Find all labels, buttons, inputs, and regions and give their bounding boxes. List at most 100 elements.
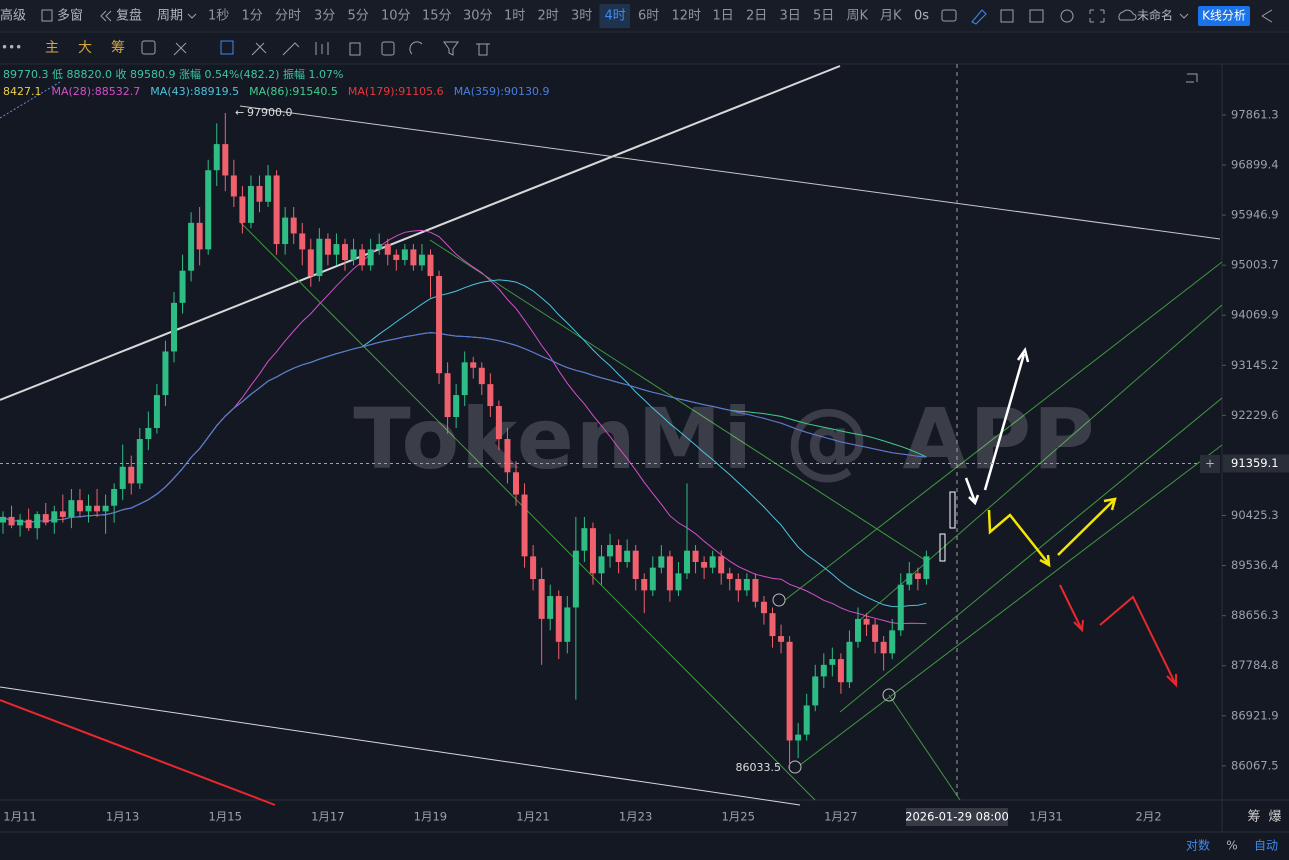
anchor-point [772, 593, 786, 607]
candle-body [598, 556, 605, 574]
add-icon[interactable]: + [1205, 457, 1215, 471]
tool-icon[interactable] [282, 42, 300, 56]
candle-body [538, 578, 545, 619]
candle-body [316, 238, 323, 277]
tool-icon[interactable] [173, 42, 187, 56]
cloud-icon[interactable] [1118, 9, 1137, 21]
candle-body [333, 244, 340, 255]
candle-body [487, 384, 494, 407]
candle-body [68, 500, 75, 517]
more-icon[interactable]: ••• [1, 41, 22, 55]
period-item[interactable]: 3分 [314, 9, 335, 24]
candle-body [188, 222, 195, 271]
period-item[interactable]: 1时 [504, 9, 525, 24]
candle-body [59, 511, 66, 517]
period-item[interactable]: 1分 [242, 9, 263, 24]
percent-toggle[interactable]: % [1226, 839, 1237, 853]
toolbar-item[interactable]: 复盘 [116, 8, 142, 24]
candle-body [615, 545, 622, 562]
analysis-button-label[interactable]: K线分析 [1202, 9, 1246, 23]
arrow [987, 509, 1051, 568]
tool-icon[interactable] [220, 40, 234, 55]
arrow [983, 347, 1030, 491]
crosshair-time: 2026-01-29 08:00 [905, 810, 1009, 824]
tool-icon[interactable] [443, 41, 459, 56]
period-item[interactable]: 3日 [780, 9, 801, 24]
fullscreen-icon[interactable] [1089, 9, 1105, 23]
icon[interactable] [1000, 9, 1014, 23]
candle-body [119, 466, 126, 489]
x-tick-label: 1月15 [208, 810, 241, 824]
candle-body [495, 406, 502, 440]
indicator-toggle[interactable]: 大 [78, 40, 92, 56]
period-item[interactable]: 30分 [463, 9, 493, 24]
x-tick-label: 1月21 [516, 810, 549, 824]
y-tick-label: 95946.9 [1231, 208, 1279, 222]
window-icon [41, 9, 53, 22]
tool-icon[interactable] [141, 40, 156, 55]
tool-icon[interactable] [381, 41, 395, 56]
log-toggle[interactable]: 对数 [1186, 838, 1210, 853]
pen-icon[interactable] [971, 9, 987, 25]
add-button[interactable] [1200, 455, 1220, 473]
candle-body [743, 578, 750, 591]
tool-icon[interactable] [315, 42, 329, 55]
candle-body [102, 505, 109, 512]
period-item[interactable]: 1日 [713, 9, 734, 24]
period-item[interactable]: 2时 [538, 9, 559, 24]
period-item[interactable]: 12时 [672, 9, 702, 24]
ma-legend: 8427.1 [3, 85, 42, 98]
toolbar-item[interactable]: 多窗 [57, 8, 83, 24]
indicator-toggle[interactable]: 主 [45, 40, 59, 56]
toolbar-item[interactable]: 高级 [0, 8, 26, 24]
candle-body [376, 244, 383, 250]
auto-toggle[interactable]: 自动 [1254, 839, 1278, 853]
tool-icon[interactable] [251, 42, 267, 56]
candle-body [470, 362, 477, 368]
expand-icon[interactable] [1186, 73, 1198, 83]
period-item[interactable]: 2日 [746, 9, 767, 24]
timer[interactable]: 0s [914, 9, 929, 24]
period-item[interactable]: 5分 [348, 9, 369, 24]
tool-icon[interactable] [476, 43, 490, 56]
side-label: 爆 [1268, 810, 1281, 825]
candle-body [872, 624, 879, 642]
tool-icon[interactable] [409, 41, 423, 55]
layout-name[interactable]: 未命名 [1137, 8, 1173, 23]
period-item[interactable]: 4时 [605, 9, 626, 24]
period-item[interactable]: 6时 [638, 9, 659, 24]
tool-icon[interactable] [349, 42, 361, 56]
candle-body [76, 500, 83, 512]
analysis-button[interactable] [1198, 6, 1250, 26]
candle-body [25, 519, 32, 529]
channel-line [839, 397, 1223, 713]
candle-body [530, 556, 537, 579]
period-item[interactable]: 3时 [571, 9, 592, 24]
candle-body [880, 641, 887, 654]
candle-body [8, 516, 15, 526]
candle-body [290, 217, 297, 234]
icon[interactable] [1029, 9, 1044, 23]
candle-body [889, 630, 896, 654]
period-item[interactable]: 15分 [422, 9, 452, 24]
period-item[interactable]: 1秒 [208, 9, 229, 24]
period-item[interactable]: 月K [880, 9, 902, 24]
candle-body [513, 472, 519, 495]
candle-body [829, 659, 836, 665]
toolbar-item[interactable]: 周期 [157, 9, 183, 24]
period-item[interactable]: 5日 [813, 9, 834, 24]
period-item[interactable]: 周K [847, 9, 869, 24]
y-tick-label: 89536.4 [1231, 558, 1279, 572]
candle-body [855, 618, 861, 642]
period-item[interactable]: 分时 [275, 9, 301, 24]
trend-line [0, 699, 276, 806]
candle-body [265, 175, 272, 202]
candle-body [153, 395, 160, 429]
candle-body [461, 362, 468, 396]
settings-icon[interactable] [1060, 9, 1074, 23]
candle-body [752, 578, 759, 602]
camera-icon[interactable] [941, 9, 957, 22]
period-item[interactable]: 10分 [381, 9, 411, 24]
indicator-toggle[interactable]: 筹 [111, 39, 125, 56]
share-icon[interactable] [1261, 9, 1273, 23]
